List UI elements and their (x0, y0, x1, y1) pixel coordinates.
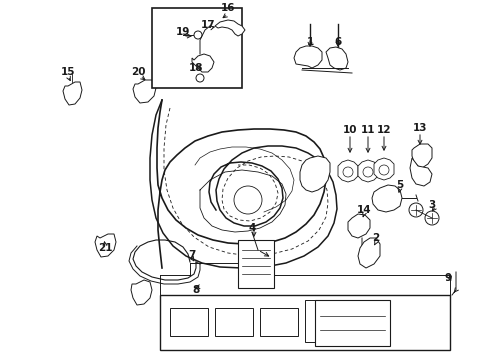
Text: 14: 14 (357, 205, 371, 215)
Polygon shape (374, 158, 394, 180)
Polygon shape (410, 158, 432, 186)
Polygon shape (412, 144, 432, 168)
Bar (315, 300, 390, 346)
Text: 10: 10 (343, 125, 357, 135)
Circle shape (363, 167, 373, 177)
Bar (305, 300, 360, 342)
Polygon shape (131, 280, 152, 305)
Circle shape (425, 211, 439, 225)
Text: 20: 20 (131, 67, 145, 77)
Circle shape (379, 165, 389, 175)
Bar (170, 308, 208, 336)
Circle shape (194, 31, 202, 39)
Text: 11: 11 (361, 125, 375, 135)
Text: 7: 7 (188, 250, 196, 260)
Polygon shape (300, 156, 330, 192)
Polygon shape (95, 234, 116, 257)
Polygon shape (358, 160, 378, 182)
Text: 3: 3 (428, 200, 436, 210)
Text: 2: 2 (372, 233, 380, 243)
Text: 4: 4 (248, 223, 256, 233)
Bar (215, 308, 253, 336)
Polygon shape (133, 80, 156, 103)
Polygon shape (326, 47, 348, 70)
Bar (260, 308, 298, 336)
Circle shape (234, 186, 262, 214)
Polygon shape (348, 214, 370, 238)
Text: 17: 17 (201, 20, 215, 30)
Text: 1: 1 (306, 37, 314, 47)
Bar (160, 295, 450, 350)
Circle shape (196, 74, 204, 82)
Polygon shape (358, 238, 380, 268)
Polygon shape (192, 54, 214, 72)
Text: 13: 13 (413, 123, 427, 133)
Text: 8: 8 (193, 285, 199, 295)
Text: 16: 16 (221, 3, 235, 13)
Text: 5: 5 (396, 180, 404, 190)
Polygon shape (294, 46, 322, 68)
Text: 15: 15 (61, 67, 75, 77)
Circle shape (409, 203, 423, 217)
Text: 21: 21 (98, 243, 112, 253)
Polygon shape (215, 20, 245, 36)
Bar (238, 240, 274, 288)
Polygon shape (372, 185, 402, 212)
Polygon shape (63, 82, 82, 105)
Bar (152, 8, 242, 88)
Circle shape (343, 167, 353, 177)
Text: 9: 9 (444, 273, 452, 283)
Text: 6: 6 (334, 37, 342, 47)
Text: 18: 18 (189, 63, 203, 73)
Text: 12: 12 (377, 125, 391, 135)
Polygon shape (338, 160, 358, 182)
Text: 19: 19 (176, 27, 190, 37)
